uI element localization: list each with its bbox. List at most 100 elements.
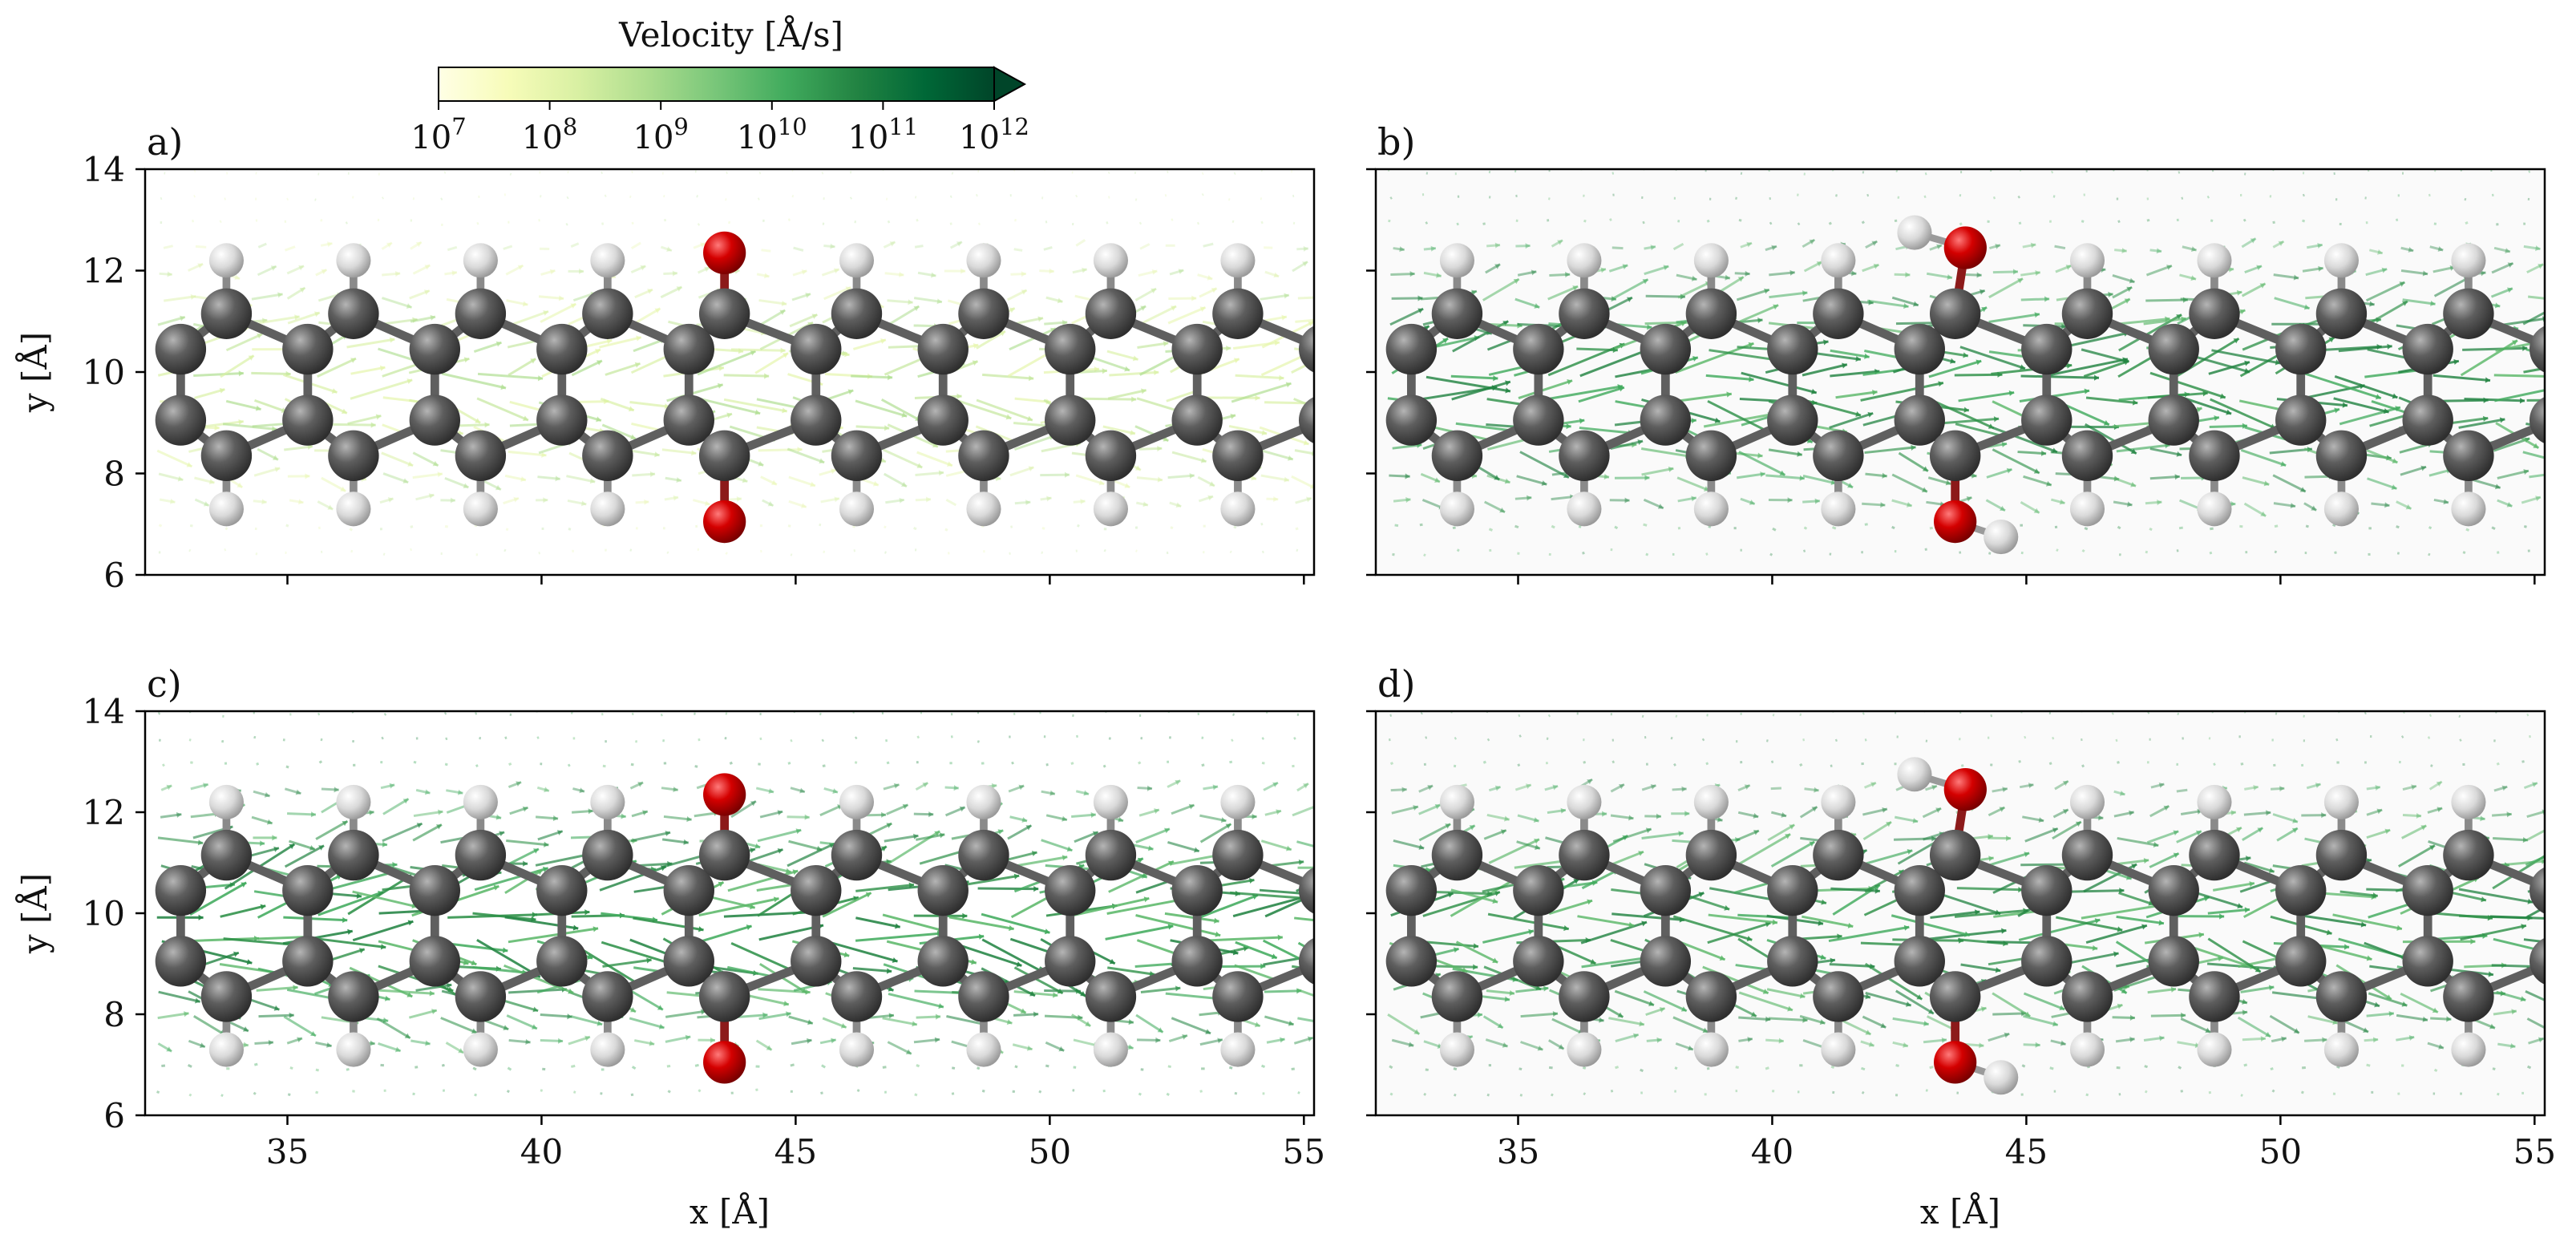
velocity-arrow — [474, 867, 549, 892]
velocity-arrow — [2522, 311, 2545, 326]
velocity-arrowhead — [2511, 340, 2517, 346]
velocity-arrowhead — [1473, 964, 1478, 970]
velocity-arrow — [1738, 833, 1791, 865]
velocity-arrowhead — [1492, 957, 1498, 963]
velocity-arrowhead — [543, 497, 548, 504]
velocity-arrow — [1108, 860, 1175, 893]
velocity-arrow — [1646, 1038, 1662, 1042]
velocity-arrow — [1486, 813, 1510, 821]
velocity-arrow — [2115, 738, 2118, 742]
velocity-arrow — [1107, 389, 1147, 400]
velocity-arrow — [1548, 1066, 1553, 1070]
velocity-arrow — [1198, 495, 1214, 503]
velocity-arrowhead — [2103, 420, 2109, 426]
velocity-arrowhead — [516, 781, 522, 787]
velocity-arrowhead — [1215, 931, 1221, 937]
carbon-atom — [698, 971, 750, 1022]
hydrogen-atom — [2197, 784, 2232, 819]
velocity-arrowhead — [847, 389, 854, 395]
velocity-arrow — [696, 195, 698, 198]
velocity-arrow — [2493, 246, 2511, 253]
velocity-arrowhead — [297, 1037, 302, 1043]
velocity-arrow — [472, 1066, 477, 1071]
velocity-arrow — [413, 810, 443, 818]
velocity-arrowhead — [2334, 407, 2340, 414]
carbon-atom — [2529, 397, 2545, 444]
carbon-atom — [2275, 936, 2327, 987]
velocity-arrow — [565, 223, 568, 226]
velocity-arrow — [665, 1035, 691, 1043]
colorbar-tick-exponent: 7 — [451, 113, 466, 140]
velocity-arrow — [2396, 552, 2400, 555]
hydrogen-atom — [1821, 243, 1856, 278]
velocity-arrowhead — [2275, 359, 2281, 366]
velocity-arrowhead — [2343, 944, 2350, 950]
velocity-arrowhead — [758, 460, 764, 467]
velocity-arrow — [1231, 382, 1292, 403]
velocity-arrowhead — [2522, 345, 2528, 351]
carbon-atom — [1767, 323, 1818, 375]
velocity-arrowhead — [1124, 483, 1130, 488]
velocity-arrow — [1518, 714, 1521, 718]
colorbar-tick-label: 108 — [522, 113, 577, 156]
velocity-arrowhead — [299, 287, 305, 293]
velocity-arrowhead — [271, 426, 277, 432]
velocity-arrow — [503, 548, 507, 552]
velocity-arrowhead — [2242, 998, 2247, 1005]
velocity-arrowhead — [1880, 502, 1886, 508]
velocity-arrow — [410, 548, 412, 552]
velocity-arrow — [1392, 443, 1422, 450]
velocity-arrow — [349, 528, 354, 532]
velocity-arrowhead — [592, 926, 599, 932]
velocity-arrowhead — [387, 497, 394, 503]
velocity-arrowhead — [2420, 465, 2427, 471]
velocity-arrowhead — [654, 451, 660, 458]
velocity-arrow — [2334, 551, 2337, 555]
velocity-arrow — [2022, 243, 2036, 249]
velocity-arrow — [914, 245, 924, 249]
velocity-arrowhead — [997, 829, 1004, 835]
carbon-atom — [958, 288, 1009, 339]
velocity-arrowhead — [1199, 306, 1206, 312]
velocity-arrowhead — [1905, 1001, 1911, 1007]
velocity-arrowhead — [947, 461, 952, 467]
velocity-arrow — [1516, 475, 1547, 486]
velocity-arrow — [1260, 839, 1292, 852]
velocity-arrow — [410, 241, 423, 250]
velocity-arrow — [1674, 1066, 1678, 1070]
axis-ticks: 35 40 45 50 55 — [1366, 710, 2556, 1171]
velocity-arrow — [2402, 298, 2436, 305]
velocity-arrow — [2207, 908, 2250, 915]
carbon-atom — [663, 864, 714, 916]
velocity-arrowhead — [2196, 407, 2202, 413]
velocity-arrowhead — [805, 292, 811, 298]
velocity-arrowhead — [1399, 246, 1405, 253]
velocity-arrow — [1393, 839, 1425, 850]
velocity-arrowhead — [2197, 808, 2202, 815]
velocity-arrow — [1231, 738, 1234, 742]
velocity-arrow — [944, 806, 966, 817]
velocity-arrow — [1862, 263, 1880, 273]
carbon-atom — [1385, 936, 1438, 987]
velocity-arrowhead — [1913, 301, 1919, 307]
velocity-arrowhead — [2569, 374, 2574, 380]
velocity-arrowhead — [1057, 297, 1063, 304]
velocity-arrowhead — [580, 500, 587, 507]
velocity-arrow — [157, 711, 161, 715]
velocity-arrowhead — [1205, 1029, 1211, 1035]
velocity-arrow — [1138, 221, 1142, 225]
velocity-arrow — [788, 475, 816, 487]
hydrogen-atom — [590, 243, 625, 278]
velocity-arrowhead — [1509, 989, 1515, 997]
velocity-arrow — [2112, 421, 2156, 428]
velocity-arrow — [444, 271, 458, 276]
velocity-arrowhead — [1871, 241, 1878, 246]
carbon-atom — [536, 864, 588, 916]
velocity-arrow — [2020, 501, 2040, 514]
velocity-arrow — [1517, 763, 1521, 767]
velocity-arrow — [2367, 477, 2397, 490]
velocity-arrow — [2179, 273, 2197, 281]
velocity-arrow — [317, 357, 357, 378]
velocity-arrowhead — [2084, 388, 2090, 394]
velocity-arrow — [632, 472, 656, 477]
